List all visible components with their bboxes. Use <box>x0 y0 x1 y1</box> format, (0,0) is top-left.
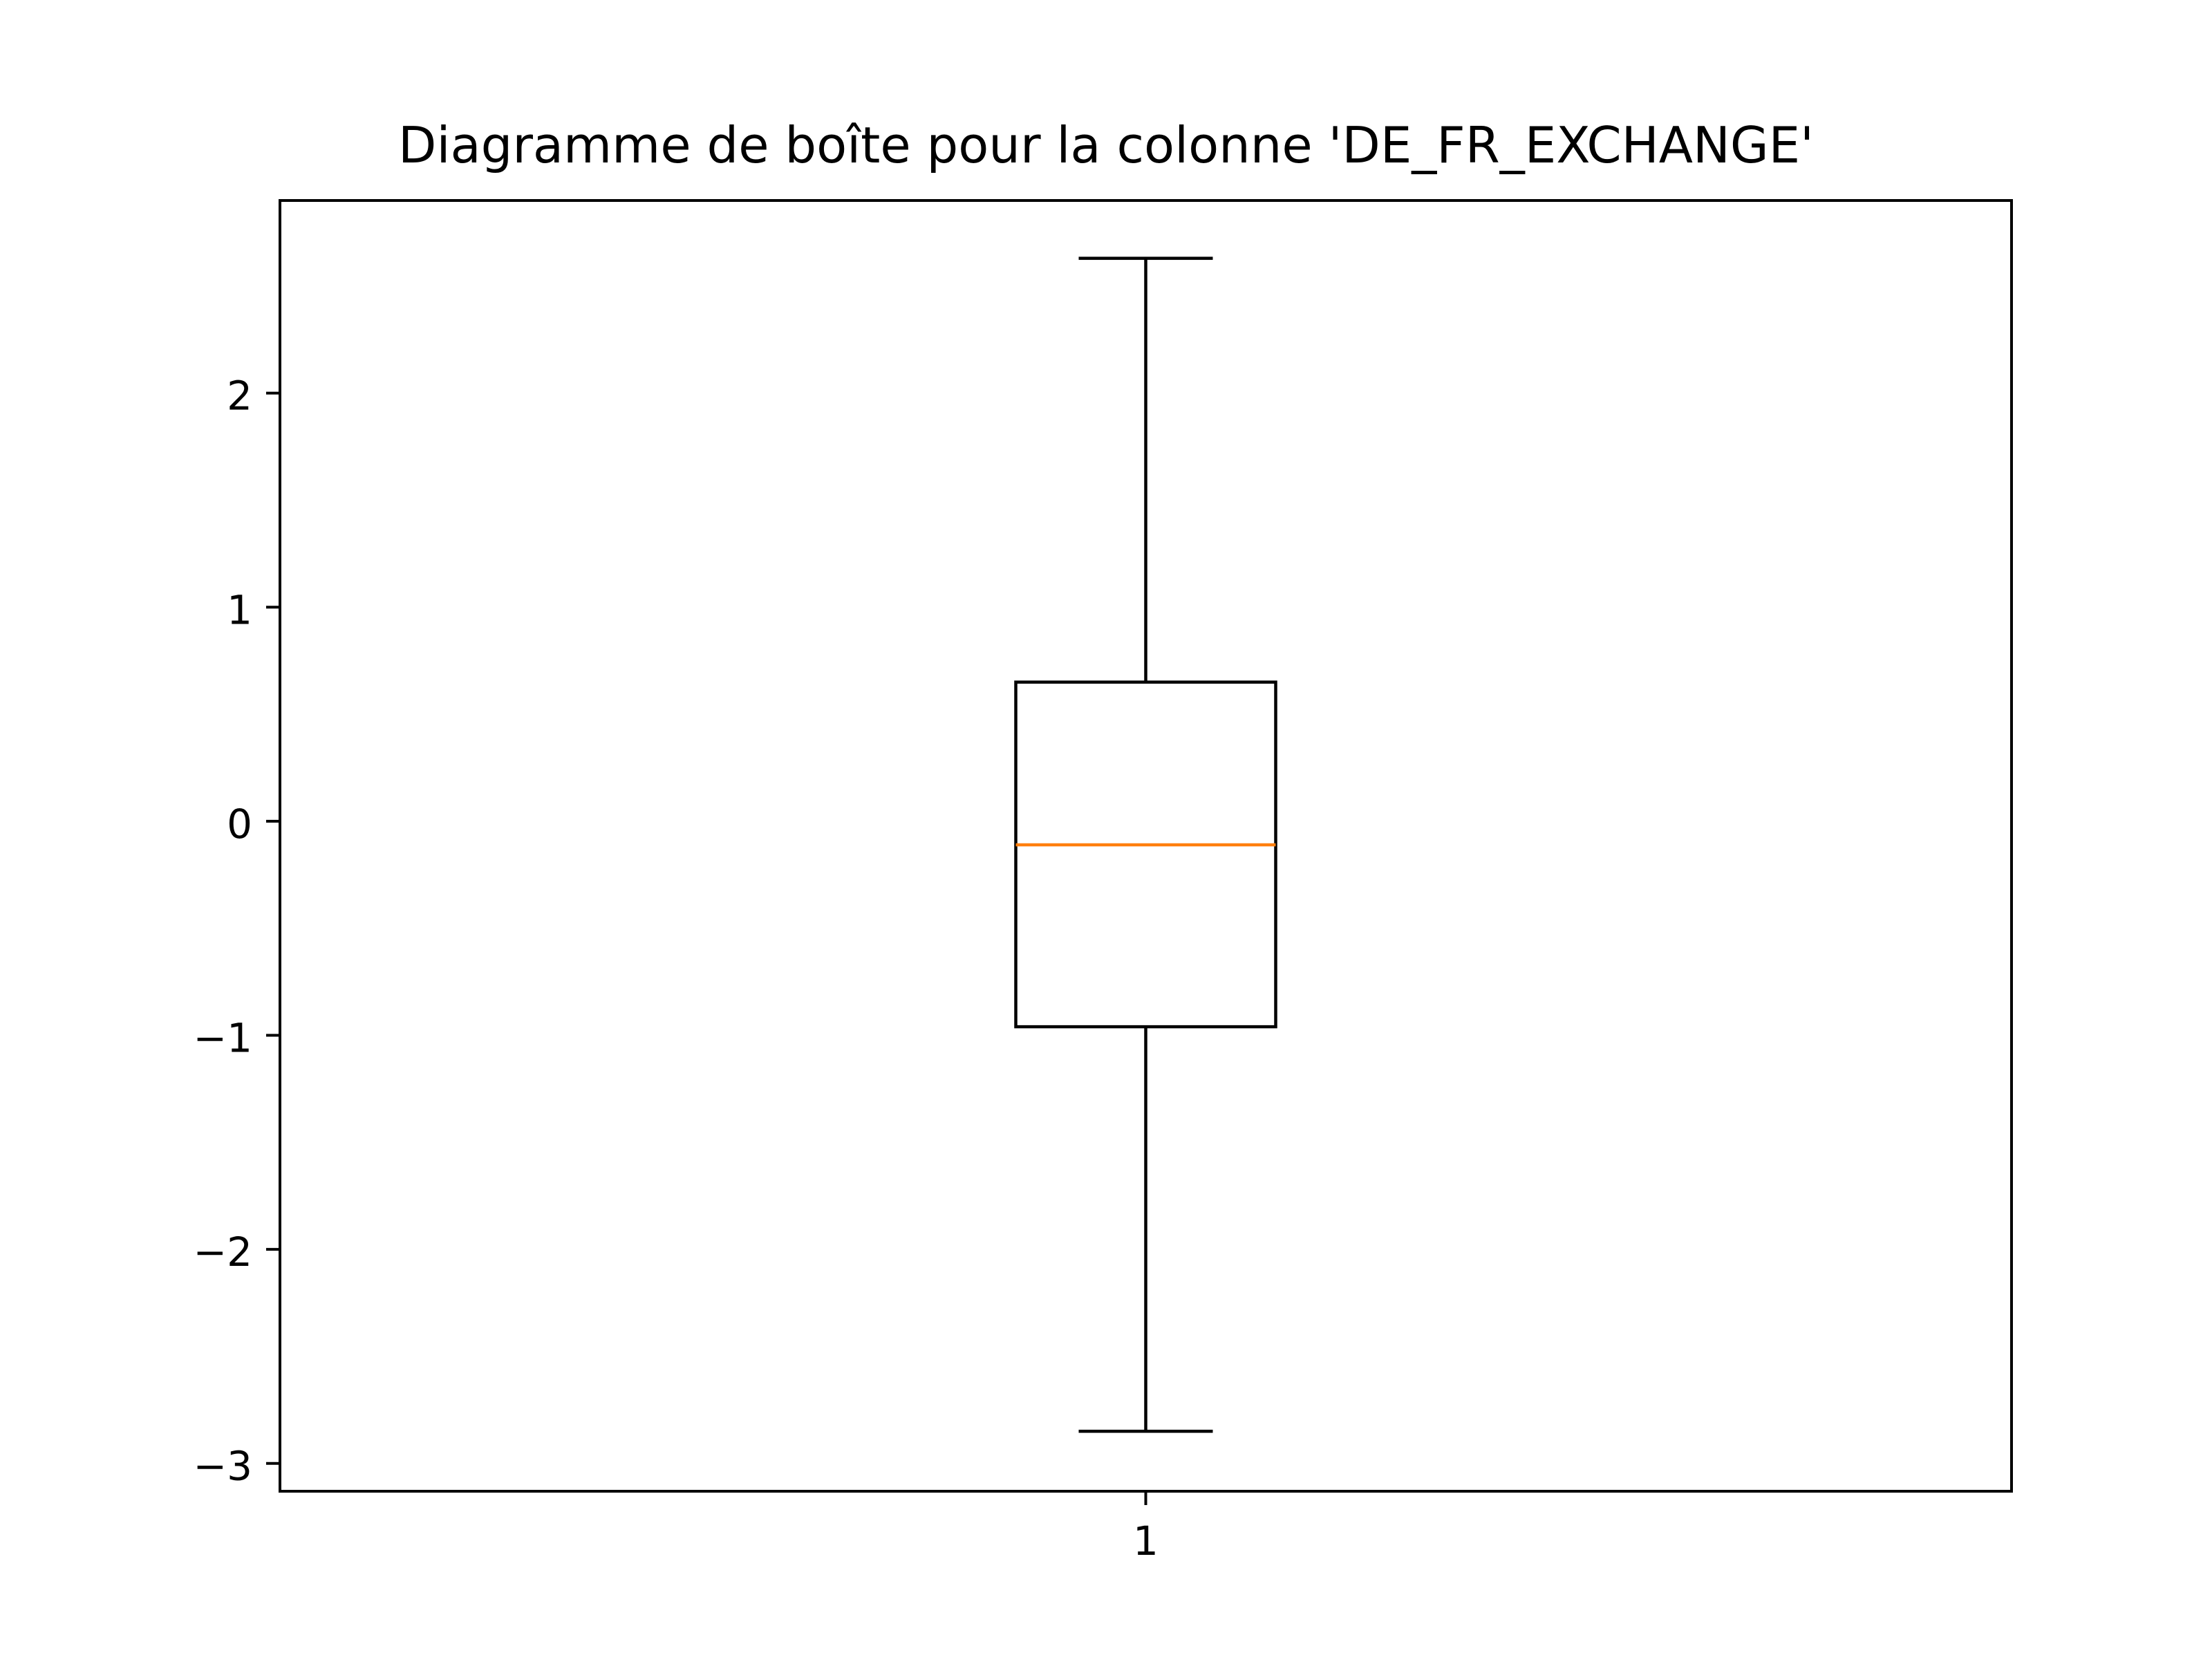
chart-title: Diagramme de boîte pour la colonne 'DE_F… <box>398 116 1814 174</box>
x-tick-label: 1 <box>1133 1518 1159 1565</box>
y-tick-label: 0 <box>227 801 252 848</box>
y-tick-label: −2 <box>194 1229 253 1276</box>
box-iqr <box>1014 680 1277 1029</box>
y-tick-label: 2 <box>227 373 252 420</box>
y-tick-label: 1 <box>227 586 252 633</box>
y-tick-label: −1 <box>194 1015 253 1062</box>
y-tick-label: −3 <box>194 1443 253 1490</box>
